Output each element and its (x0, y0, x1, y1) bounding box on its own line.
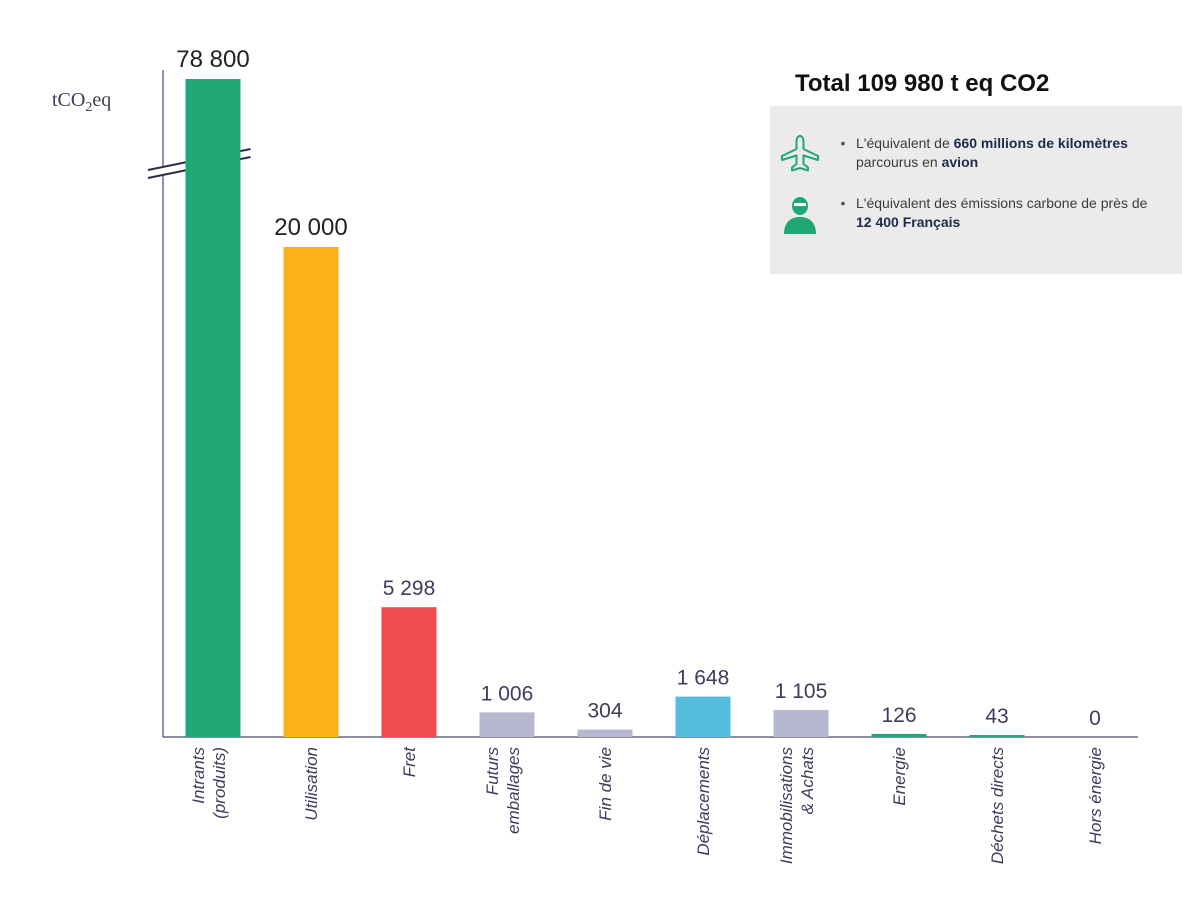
y-axis-label: tCO2eq (52, 89, 111, 115)
airplane-icon (770, 134, 830, 178)
bar (577, 729, 633, 737)
bar (479, 712, 535, 737)
bar-value-label: 1 105 (775, 680, 828, 703)
total-emissions-title: Total 109 980 t eq CO2 (795, 70, 1050, 97)
equivalence-text-flight: L'équivalent de 660 millions de kilomètr… (856, 134, 1156, 172)
category-label: Immobilisations & Achats (777, 747, 817, 865)
bar-value-label: 5 298 (383, 577, 436, 600)
bullet-point: • (840, 195, 846, 211)
equivalence-item-flight: • L'équivalent de 660 millions de kilomè… (770, 134, 1156, 178)
bar-value-label: 126 (881, 704, 916, 727)
text-part: L'équivalent de (856, 135, 954, 151)
person-icon (770, 194, 830, 238)
bullet-point: • (840, 135, 846, 151)
text-part: L'équivalent des émissions carbone de pr… (856, 195, 1148, 211)
bar-value-label: 304 (587, 700, 622, 723)
chart-bars (185, 79, 1025, 737)
category-label: Fin de vie (596, 747, 615, 821)
equivalence-item-people: • L'équivalent des émissions carbone de … (770, 194, 1156, 238)
bar-value-label: 43 (985, 705, 1008, 728)
bar (283, 247, 339, 737)
category-label: Intrants (produits) (189, 747, 229, 819)
text-part-bold: avion (941, 154, 979, 170)
bar (675, 696, 731, 737)
bar-value-label: 0 (1089, 707, 1101, 730)
bar-value-label: 1 006 (481, 682, 534, 705)
category-label: Hors énergie (1086, 747, 1105, 844)
equivalence-box: • L'équivalent de 660 millions de kilomè… (770, 106, 1182, 274)
category-label: Fret (400, 746, 419, 778)
equivalence-text-people: L'équivalent des émissions carbone de pr… (856, 194, 1156, 232)
bar-value-label: 20 000 (274, 214, 347, 241)
bar (185, 79, 241, 737)
bar (969, 735, 1025, 737)
category-label: Energie (890, 747, 909, 806)
bar-value-label: 1 648 (677, 667, 730, 690)
chart-labels: 78 800 Intrants (produits) 20 000 Utilisatio… (176, 46, 1105, 864)
text-part-bold: 660 millions de kilomètres (953, 135, 1128, 151)
text-part: parcourus en (856, 154, 942, 170)
category-label: Déplacements (694, 747, 713, 856)
bar (871, 733, 927, 737)
text-part-bold: 12 400 Français (856, 214, 961, 230)
category-label: Futurs emballages (483, 747, 523, 834)
category-label: Utilisation (302, 747, 321, 821)
bar (381, 607, 437, 737)
bar-value-label: 78 800 (176, 46, 249, 73)
category-label: Déchets directs (988, 747, 1007, 865)
bar (773, 709, 829, 737)
